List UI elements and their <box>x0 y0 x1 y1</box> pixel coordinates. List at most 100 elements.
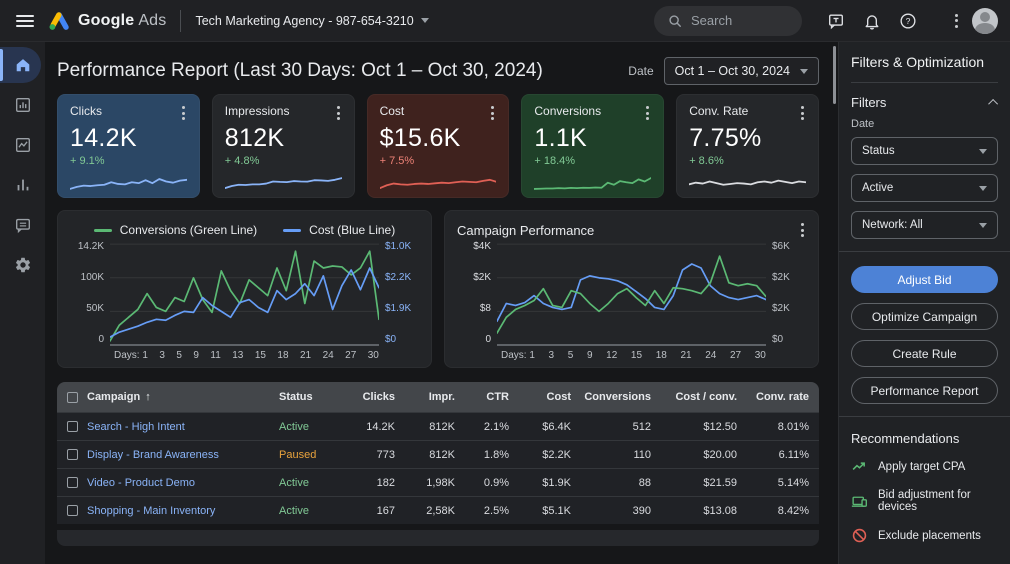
campaign-link[interactable]: Video - Product Demo <box>87 476 196 489</box>
panel-title: Filters & Optimization <box>851 54 998 83</box>
kpi-label: Clicks <box>70 104 102 118</box>
notifications-button[interactable] <box>856 5 888 37</box>
recommendation-apply-target-cpa[interactable]: Apply target CPA <box>851 458 998 475</box>
kebab-icon[interactable] <box>799 221 806 239</box>
menu-icon[interactable] <box>16 14 34 27</box>
search-input[interactable]: Search <box>654 5 802 36</box>
campaign-table: Campaign ↑ Status Clicks Impr. CTR Cost C… <box>57 382 819 524</box>
x-tick-label: 24 <box>705 350 717 361</box>
chevron-up-icon[interactable] <box>988 98 999 109</box>
y-tick-label: 14.2K <box>77 241 104 252</box>
kpi-delta: + 8.6% <box>689 155 724 167</box>
conv-rate-value: 6.11% <box>778 448 809 461</box>
nav-item-messages[interactable] <box>0 205 45 245</box>
table-row: Shopping - Main Inventory Active 167 2,5… <box>57 496 819 524</box>
performance-report-button[interactable]: Performance Report <box>851 377 998 404</box>
kebab-icon[interactable] <box>799 104 806 122</box>
column-header-impr[interactable]: Impr. <box>428 391 455 403</box>
feedback-button[interactable] <box>820 5 852 37</box>
row-checkbox[interactable] <box>66 449 78 460</box>
column-header-campaign[interactable]: Campaign ↑ <box>87 391 151 403</box>
feedback-icon <box>829 13 843 29</box>
recommendation-bid-adjustment-devices[interactable]: Bid adjustment for devices <box>851 489 998 513</box>
table-footer-bar <box>57 530 819 546</box>
ctr-value: 2.1% <box>483 420 509 433</box>
y-axis-right: $1.0K $2.2K $1.9K $0 <box>385 241 419 346</box>
y-tick-label: $2K <box>772 272 790 283</box>
x-axis: Days: 1 3 5 9 12 15 18 21 24 27 30 <box>457 346 806 361</box>
legend-label: Cost (Blue Line) <box>309 223 396 237</box>
cost-conv-value: $21.59 <box>703 476 737 489</box>
column-header-cost-conv[interactable]: Cost / conv. <box>675 391 737 403</box>
column-header-conv-rate[interactable]: Conv. rate <box>756 391 809 403</box>
column-header-conversions[interactable]: Conversions <box>584 391 651 403</box>
kebab-icon[interactable] <box>644 104 651 122</box>
column-header-clicks[interactable]: Clicks <box>362 391 395 403</box>
network-filter-select[interactable]: Network: All <box>851 211 998 239</box>
column-header-ctr[interactable]: CTR <box>486 391 509 403</box>
clicks-value: 14.2K <box>366 420 395 433</box>
campaign-link[interactable]: Display - Brand Awareness <box>87 448 219 461</box>
select-value: Network: All <box>862 219 923 231</box>
y-tick-label: $6K <box>772 241 790 252</box>
row-checkbox[interactable] <box>66 421 78 432</box>
column-header-cost[interactable]: Cost <box>546 391 571 403</box>
more-options-button[interactable] <box>928 5 960 37</box>
topbar-divider <box>180 9 182 32</box>
nav-item-insights[interactable] <box>0 125 45 165</box>
nav-item-home[interactable] <box>0 45 45 85</box>
cost-value: $5.1K <box>542 504 571 517</box>
kpi-value: 14.2K <box>70 124 137 152</box>
bell-icon <box>865 14 879 29</box>
nav-item-settings[interactable] <box>0 245 45 285</box>
left-nav <box>0 42 45 564</box>
date-label: Date <box>628 64 654 78</box>
x-tick-label: 18 <box>655 350 667 361</box>
status-filter-select[interactable]: Status <box>851 137 998 165</box>
chevron-down-icon <box>979 148 987 154</box>
row-checkbox[interactable] <box>66 477 78 488</box>
row-checkbox[interactable] <box>66 505 78 516</box>
x-tick-label: 24 <box>322 350 334 361</box>
chart-plot-area <box>110 241 379 346</box>
scrollbar-thumb[interactable] <box>833 46 836 104</box>
recommendation-exclude-placements[interactable]: Exclude placements <box>851 527 998 544</box>
campaign-link[interactable]: Shopping - Main Inventory <box>87 504 216 517</box>
select-all-checkbox[interactable] <box>66 391 78 403</box>
nav-item-reports[interactable] <box>0 165 45 205</box>
avatar[interactable] <box>972 7 998 34</box>
adjust-bid-button[interactable]: Adjust Bid <box>851 266 998 293</box>
impr-value: 812K <box>429 420 455 433</box>
x-tick-label: 30 <box>754 350 766 361</box>
help-button[interactable]: ? <box>892 5 924 37</box>
column-header-status[interactable]: Status <box>279 391 313 403</box>
conversions-cost-chart-card: Conversions (Green Line) Cost (Blue Line… <box>57 210 432 368</box>
chevron-down-icon <box>979 185 987 191</box>
x-tick-label: 27 <box>345 350 357 361</box>
y-tick-label: $1.0K <box>385 241 412 252</box>
search-placeholder: Search <box>691 13 733 28</box>
optimize-campaign-button[interactable]: Optimize Campaign <box>851 303 998 330</box>
nav-item-campaigns[interactable] <box>0 85 45 125</box>
x-tick-label: 9 <box>586 350 593 361</box>
kpi-delta: + 7.5% <box>379 155 415 167</box>
date-range-select[interactable]: Oct 1 – Oct 30, 2024 <box>663 57 819 85</box>
kebab-icon[interactable] <box>489 104 496 122</box>
create-rule-button[interactable]: Create Rule <box>851 340 998 367</box>
active-filter-select[interactable]: Active <box>851 174 998 202</box>
sort-asc-icon: ↑ <box>145 391 151 403</box>
conversions-value: 512 <box>632 420 651 433</box>
scrollbar-track[interactable] <box>831 42 838 564</box>
x-tick-label: 9 <box>193 350 199 361</box>
cost-value: $1.9K <box>542 476 571 489</box>
campaign-link[interactable]: Search - High Intent <box>87 420 185 433</box>
chevron-down-icon <box>800 68 808 74</box>
kebab-icon[interactable] <box>335 104 342 122</box>
page-title: Performance Report (Last 30 Days: Oct 1 … <box>57 60 543 81</box>
brand-google: Google <box>78 11 135 29</box>
legend-swatch-blue <box>283 228 302 232</box>
account-selector[interactable]: Tech Marketing Agency - 987-654-3210 <box>195 14 429 28</box>
kpi-label: Conversions <box>534 104 602 118</box>
google-ads-logo-icon <box>49 11 69 30</box>
kebab-icon[interactable] <box>180 104 187 122</box>
